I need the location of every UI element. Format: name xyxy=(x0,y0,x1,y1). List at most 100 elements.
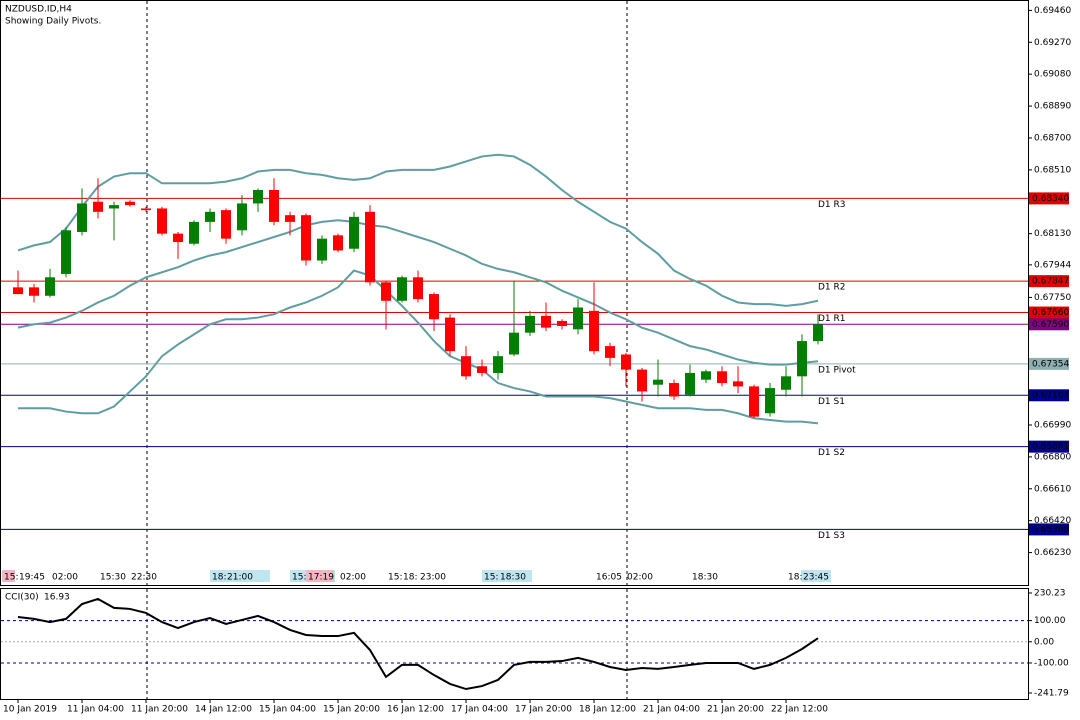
candle-body xyxy=(317,238,327,261)
candle-body xyxy=(557,320,567,326)
x-tick-label: 15 Jan 20:00 xyxy=(323,705,380,715)
x-tick-label: 22 Jan 12:00 xyxy=(771,705,828,715)
candle-body xyxy=(525,315,535,333)
y-tick-label: 0.66990 xyxy=(1034,421,1071,431)
candle-body xyxy=(797,341,807,377)
pivot-price: 0.68340 xyxy=(1032,194,1069,204)
band-upper xyxy=(17,153,819,307)
candle-body xyxy=(301,215,311,261)
x-tick-label: 18 Jan 12:00 xyxy=(579,705,636,715)
candle-body xyxy=(45,277,55,296)
pivot-price-box xyxy=(1029,192,1069,205)
candle-body xyxy=(461,356,471,377)
pivot-price: 0.66368 xyxy=(1032,525,1069,535)
time-marker: 18: xyxy=(403,573,417,583)
pivot-price-box xyxy=(1029,523,1069,536)
y-tick-label: 230.23 xyxy=(1034,589,1066,599)
pivot-price-box xyxy=(1029,306,1069,319)
candle-body xyxy=(221,210,231,239)
cci-label: CCI(30) xyxy=(5,593,39,603)
candle-body xyxy=(765,388,775,414)
y-tick-label: 0.69460 xyxy=(1034,6,1071,16)
time-marker: 22:30 xyxy=(131,573,157,583)
marker-bg xyxy=(306,570,334,582)
y-tick-label: 0.69080 xyxy=(1034,70,1071,80)
x-tick-label: 15 Jan 04:00 xyxy=(259,705,316,715)
y-tick-label: 100.00 xyxy=(1034,616,1066,626)
time-marker: 15: xyxy=(388,573,402,583)
candle-body xyxy=(157,208,167,234)
chart-subtitle: Showing Daily Pivots. xyxy=(5,17,101,27)
candle-body xyxy=(189,221,199,244)
pivot-price: 0.67167 xyxy=(1032,391,1069,401)
time-marker: 19:45 xyxy=(19,573,45,583)
candle-body xyxy=(365,211,375,283)
y-tick-label: 0.66610 xyxy=(1034,484,1071,494)
time-marker: 18: xyxy=(212,573,226,583)
x-tick-label: 11 Jan 04:00 xyxy=(67,705,124,715)
pivot-name: D1 S1 xyxy=(818,397,845,407)
candle-body xyxy=(573,307,583,330)
pivot-name: D1 R1 xyxy=(818,314,846,324)
candle-body xyxy=(509,332,519,355)
candle-body xyxy=(653,379,663,385)
y-tick-label: 0.67944 xyxy=(1034,260,1071,270)
candle-body xyxy=(29,287,39,296)
marker-bg xyxy=(801,570,831,582)
x-tick-label: 16 Jan 12:00 xyxy=(387,705,444,715)
time-marker: 02:00 xyxy=(627,573,653,583)
time-marker: 15: xyxy=(484,573,498,583)
y-tick-label: 0.66420 xyxy=(1034,516,1071,526)
x-tick-label: 21 Jan 04:00 xyxy=(643,705,700,715)
candle-body xyxy=(205,211,215,222)
pivot-price: 0.67847 xyxy=(1032,277,1069,287)
candle-body xyxy=(269,190,279,222)
candle-body xyxy=(541,315,551,328)
time-marker: 15: xyxy=(4,573,18,583)
x-tick-label: 17 Jan 20:00 xyxy=(515,705,572,715)
candle-body xyxy=(701,371,711,380)
y-tick-label: 0.69270 xyxy=(1034,38,1071,48)
pivot-name: D1 R3 xyxy=(818,200,846,210)
time-marker: 21:00 xyxy=(227,573,253,583)
cci-panel xyxy=(0,588,1029,700)
candle-body xyxy=(253,190,263,204)
price-box xyxy=(1029,318,1069,331)
candle-body xyxy=(413,277,423,300)
pivot-price-box xyxy=(1029,440,1069,453)
y-tick-label: 0.00 xyxy=(1034,637,1054,647)
y-tick-label: -100.00 xyxy=(1034,658,1069,668)
candle-body xyxy=(237,203,247,231)
time-marker: 18:30 xyxy=(692,573,718,583)
y-tick-label: 0.66230 xyxy=(1034,548,1071,558)
y-tick-label: 0.68510 xyxy=(1034,165,1071,175)
candle-body xyxy=(477,366,487,373)
y-tick-label: -241.79 xyxy=(1034,689,1069,699)
marker-bg xyxy=(2,570,15,582)
y-tick-label: 0.66800 xyxy=(1034,452,1071,462)
price-label: 0.67590 xyxy=(1032,320,1069,330)
band-lower xyxy=(18,269,819,425)
candle-body xyxy=(429,294,439,320)
cci-line xyxy=(17,597,819,691)
cci-value: 16.93 xyxy=(44,593,70,603)
candle-body xyxy=(749,386,759,417)
pivot-name: D1 S3 xyxy=(818,531,845,541)
candle-body xyxy=(781,376,791,390)
candle-body xyxy=(717,371,727,384)
candle-body xyxy=(813,324,823,342)
time-marker: 02:00 xyxy=(340,573,366,583)
candle-body xyxy=(589,310,599,352)
candle-body xyxy=(493,356,503,373)
main-panel xyxy=(0,0,1029,586)
candle-body xyxy=(397,277,407,301)
marker-bg xyxy=(482,570,532,582)
chart-title: NZDUSD.ID,H4 xyxy=(5,5,72,15)
time-marker: 15:30 xyxy=(100,573,126,583)
pivot-name: D1 R2 xyxy=(818,283,846,293)
candle-body xyxy=(285,215,295,222)
candle-body xyxy=(13,287,23,295)
y-tick-label: 0.68130 xyxy=(1034,229,1071,239)
candle-body xyxy=(605,346,615,358)
